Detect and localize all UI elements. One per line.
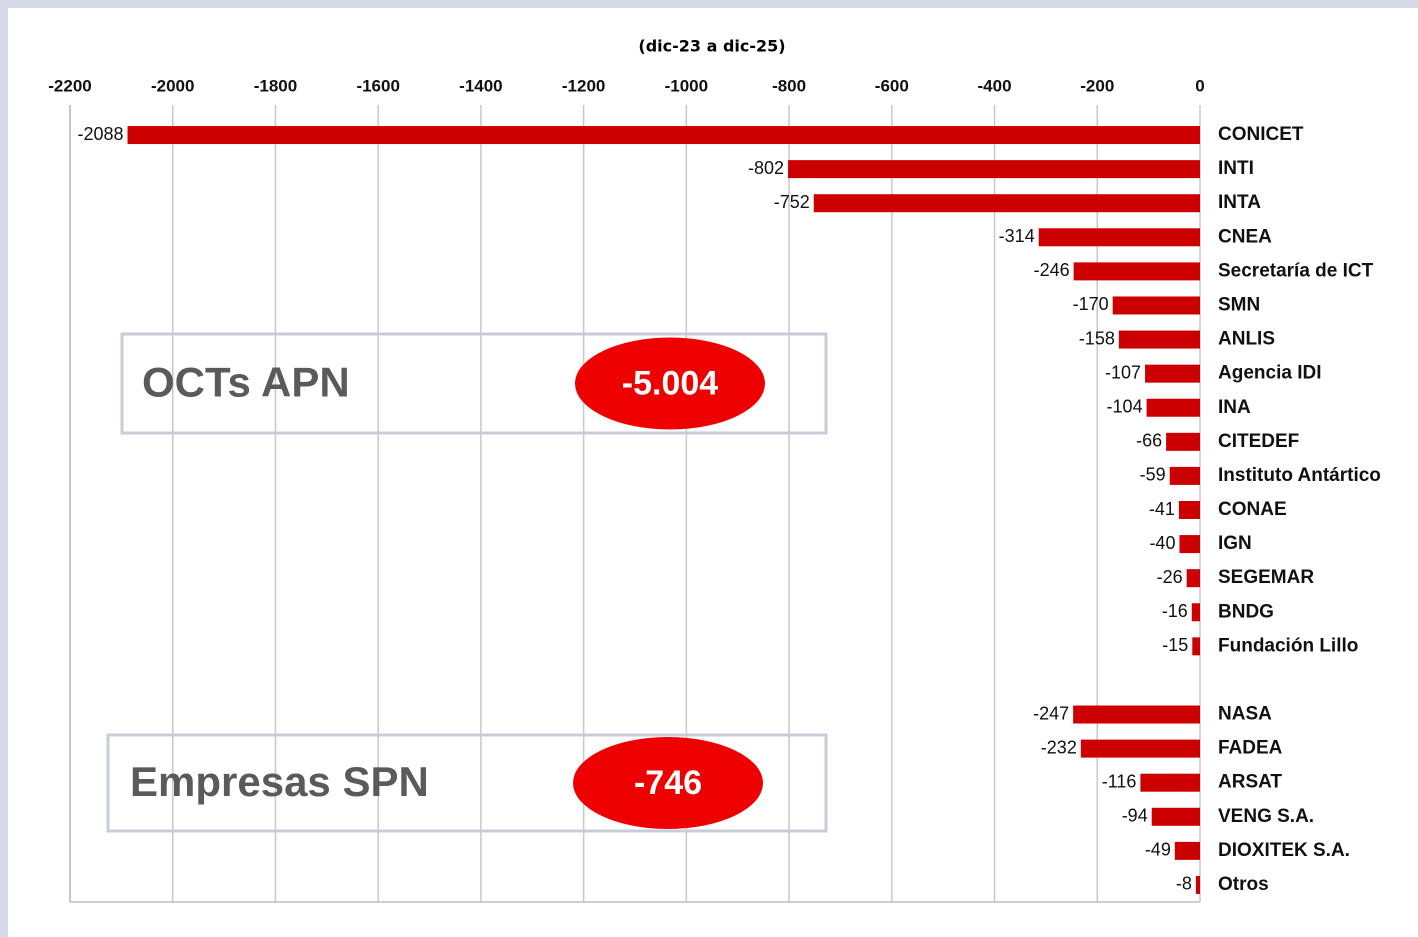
bar — [1179, 535, 1200, 554]
value-label: -802 — [748, 158, 784, 178]
annotation-text: OCTs APN — [142, 359, 350, 406]
category-label: Agencia IDI — [1218, 363, 1321, 384]
category-label: SEGEMAR — [1218, 567, 1314, 588]
x-tick-label: -1800 — [254, 76, 297, 95]
value-label: -8 — [1176, 874, 1192, 894]
bar — [788, 160, 1200, 179]
x-tick-label: -200 — [1080, 76, 1114, 95]
bar — [1174, 841, 1200, 860]
category-label: IGN — [1218, 533, 1252, 554]
category-label: FADEA — [1218, 738, 1283, 759]
category-label: INTI — [1218, 158, 1254, 179]
category-label: SMN — [1218, 294, 1260, 315]
category-label: CITEDEF — [1218, 431, 1299, 452]
annotation-badge-text: -746 — [634, 764, 702, 802]
value-label: -104 — [1107, 396, 1143, 416]
x-tick-label: 0 — [1195, 76, 1204, 95]
value-label: -59 — [1140, 465, 1166, 485]
value-label: -246 — [1034, 260, 1070, 280]
annotation-badge — [573, 737, 763, 829]
bar — [1118, 330, 1200, 349]
x-tick-label: -800 — [772, 76, 806, 95]
value-label: -116 — [1102, 771, 1137, 791]
value-label: -26 — [1157, 567, 1183, 587]
value-label: -2088 — [77, 124, 123, 144]
bar — [1073, 262, 1200, 281]
value-label: -232 — [1041, 737, 1077, 757]
bar — [1192, 637, 1200, 656]
value-label: -16 — [1162, 601, 1188, 621]
value-label: -94 — [1122, 806, 1148, 826]
category-label: DIOXITEK S.A. — [1218, 840, 1350, 861]
category-label: NASA — [1218, 704, 1272, 725]
value-label: -49 — [1145, 840, 1171, 860]
value-label: -15 — [1162, 635, 1188, 655]
category-label: BNDG — [1218, 601, 1274, 622]
annotation-box — [120, 332, 828, 435]
bar — [1038, 228, 1200, 247]
x-tick-label: -1600 — [356, 76, 399, 95]
category-label: ANLIS — [1218, 329, 1275, 350]
bar — [1169, 466, 1200, 485]
bar — [1166, 432, 1200, 451]
value-label: -314 — [999, 226, 1035, 246]
bar — [1191, 603, 1200, 622]
x-tick-label: -400 — [978, 76, 1012, 95]
value-label: -247 — [1033, 703, 1069, 723]
category-label: CONAE — [1218, 499, 1287, 520]
value-label: -170 — [1073, 294, 1109, 314]
value-label: -158 — [1079, 328, 1115, 348]
x-tick-label: -1000 — [665, 76, 708, 95]
bar — [1080, 739, 1200, 758]
category-label: VENG S.A. — [1218, 806, 1314, 827]
bar — [1140, 773, 1200, 792]
bar — [1146, 398, 1200, 417]
category-label: Otros — [1218, 874, 1269, 895]
category-label: Instituto Antártico — [1218, 465, 1381, 486]
category-label: CNEA — [1218, 226, 1272, 247]
category-label: Fundación Lillo — [1218, 635, 1358, 656]
x-tick-label: -2200 — [48, 76, 91, 95]
bar — [1112, 296, 1200, 315]
value-label: -752 — [774, 192, 810, 212]
bar — [1186, 569, 1200, 588]
value-label: -40 — [1149, 533, 1175, 553]
annotation-badge-text: -5.004 — [622, 364, 718, 402]
category-label: Secretaría de ICT — [1218, 260, 1374, 281]
bar — [1073, 705, 1200, 724]
category-label: ARSAT — [1218, 772, 1282, 793]
value-label: -41 — [1149, 499, 1175, 519]
x-tick-label: -1200 — [562, 76, 605, 95]
x-tick-label: -2000 — [151, 76, 194, 95]
category-label: INTA — [1218, 192, 1261, 213]
annotation-box — [106, 733, 828, 833]
category-label: CONICET — [1218, 124, 1304, 145]
annotation-text: Empresas SPN — [130, 758, 429, 805]
bar — [1195, 875, 1200, 894]
annotation-badge — [575, 337, 765, 430]
bar — [127, 126, 1201, 145]
bar — [1151, 807, 1200, 826]
x-tick-label: -600 — [875, 76, 909, 95]
value-label: -107 — [1105, 362, 1141, 382]
bar — [1178, 501, 1200, 519]
category-label: INA — [1218, 397, 1251, 418]
bar — [813, 194, 1200, 213]
chart-title: (dic-23 a dic-25) — [638, 37, 785, 56]
bar — [1145, 364, 1200, 383]
x-tick-label: -1400 — [459, 76, 502, 95]
value-label: -66 — [1136, 431, 1162, 451]
